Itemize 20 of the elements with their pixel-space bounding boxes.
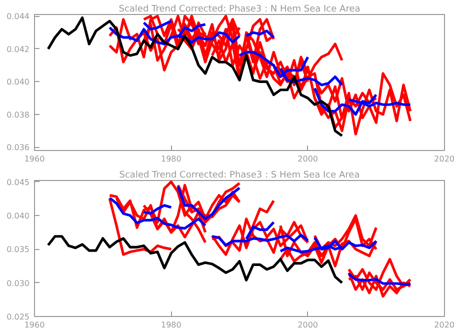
x-tick-label: 2000 (298, 320, 318, 330)
y-tick-label: 0.030 (6, 278, 30, 288)
y-tick-label: 0.036 (6, 143, 30, 152)
x-tick-label: 2020 (434, 320, 454, 330)
x-tick-label: 2000 (298, 154, 318, 164)
x-tick-label: 1960 (24, 154, 45, 164)
y-tick-label: 0.045 (6, 178, 30, 187)
y-tick-label: 0.042 (6, 44, 30, 54)
y-tick-label: 0.040 (6, 78, 30, 87)
chart-title: Scaled Trend Corrected: Phase3 : N Hem Sea Ice Area (118, 4, 360, 14)
y-tick-label: 0.044 (6, 12, 30, 22)
x-tick-label: 2020 (434, 154, 454, 164)
x-tick-label: 1980 (160, 320, 182, 330)
y-tick-label: 0.035 (6, 245, 30, 254)
x-tick-label: 1980 (160, 154, 182, 164)
y-tick-label: 0.038 (6, 110, 30, 120)
y-tick-label: 0.040 (6, 212, 30, 221)
x-tick-label: 1960 (24, 320, 45, 330)
chart-title: Scaled Trend Corrected: Phase3 : S Hem Sea Ice Area (119, 170, 360, 180)
y-tick-label: 0.025 (6, 312, 30, 322)
